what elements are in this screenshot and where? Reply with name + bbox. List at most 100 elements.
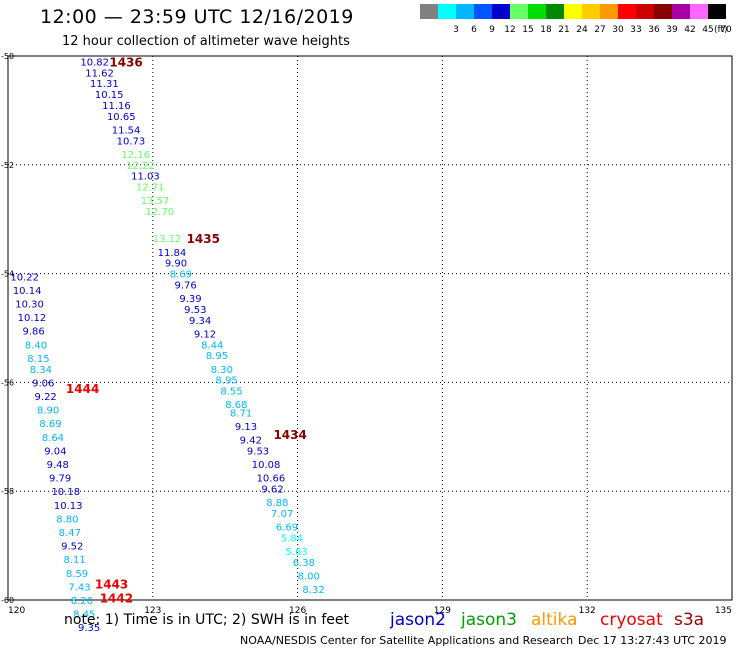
colorbar-swatch — [528, 4, 546, 19]
colorbar-tick-label: 36 — [648, 25, 660, 35]
colorbar-swatch — [438, 4, 456, 19]
swh-observation: 10.66 — [257, 474, 286, 485]
y-tick-label: -54 — [1, 270, 14, 279]
x-tick-label: 129 — [434, 606, 451, 616]
colorbar-swatch — [474, 4, 492, 19]
swh-observation: 8.80 — [56, 514, 78, 525]
swh-observation: 8.59 — [66, 569, 88, 580]
legend-jason3: jason3 — [461, 610, 517, 630]
swh-observation: 8.20 — [71, 596, 93, 607]
swh-observation: 8.34 — [30, 365, 52, 376]
swh-observation: 10.18 — [51, 487, 80, 498]
y-tick-label: -50 — [1, 52, 14, 61]
colorbar-unit: (ft) — [714, 25, 728, 35]
colorbar-tick-label: 24 — [576, 25, 588, 35]
swh-observation: 10.73 — [117, 136, 146, 147]
colorbar-tick-label: 45 — [702, 25, 713, 35]
swh-observation: 8.64 — [42, 433, 64, 444]
swh-observation: 7.43 — [68, 582, 90, 593]
swh-observation: 8.40 — [25, 340, 47, 351]
pass-label: 1442 — [100, 591, 133, 605]
pass-label: 1444 — [66, 382, 99, 396]
colorbar-tick-label: 30 — [612, 25, 624, 35]
swh-observation: 8.95 — [206, 351, 228, 362]
swh-observation: 10.12 — [18, 313, 47, 324]
swh-observation: 8.11 — [64, 555, 86, 566]
colorbar-tick-label: 42 — [684, 25, 695, 35]
swh-observation: 9.35 — [78, 623, 100, 634]
swh-observation: 10.15 — [95, 90, 124, 101]
swh-observation: 9.86 — [22, 327, 44, 338]
pass-label: 1435 — [187, 232, 220, 246]
swh-observation: 9.42 — [240, 436, 262, 447]
swh-observation: 8.68 — [225, 400, 247, 411]
x-tick-label: 135 — [715, 606, 732, 616]
swh-observation: 11.62 — [85, 68, 114, 79]
swh-observation: 10.30 — [15, 300, 44, 311]
swh-observation: 10.08 — [252, 460, 281, 471]
swh-observation: 11.03 — [131, 172, 160, 183]
swh-observation: 10.82 — [80, 57, 109, 68]
chart-title: 12:00 — 23:59 UTC 12/16/2019 — [40, 6, 354, 28]
colorbar-swatch — [582, 4, 600, 19]
legend-cryosat: cryosat — [600, 610, 663, 630]
x-tick-label: 126 — [289, 606, 306, 616]
x-tick-label: 120 — [8, 606, 25, 616]
footnote: note: 1) Time is in UTC; 2) SWH is in fe… — [64, 612, 350, 628]
colorbar-swatch — [492, 4, 510, 19]
colorbar-swatch — [708, 4, 726, 19]
pass-label: 1434 — [273, 428, 306, 442]
colorbar-tick-label: 12 — [504, 25, 515, 35]
swh-observation: 8.90 — [37, 406, 59, 417]
swh-observation: 9.62 — [261, 484, 283, 495]
colorbar-tick-label: 18 — [540, 25, 552, 35]
swh-observation: 8.15 — [27, 354, 49, 365]
colorbar-tick-label: 39 — [666, 25, 678, 35]
swh-observation: 11.54 — [112, 125, 141, 136]
swh-observation: 10.65 — [107, 112, 136, 123]
swh-observation: 9.04 — [44, 446, 66, 457]
swh-observation: 9.52 — [61, 542, 83, 553]
swh-observation: 11.31 — [90, 79, 119, 90]
swh-observation: 8.88 — [266, 498, 288, 509]
swh-observation: 8.69 — [39, 419, 61, 430]
swh-observation: 12.70 — [146, 207, 175, 218]
swh-observation: 5.63 — [286, 547, 308, 558]
colorbar-tick-label: 6 — [471, 25, 477, 35]
swh-observation: 5.84 — [281, 533, 303, 544]
swh-observation: 8.00 — [298, 572, 320, 583]
colorbar-tick-label: 3 — [453, 25, 459, 35]
colorbar-tick-label: 27 — [594, 25, 605, 35]
swh-observation: 10.22 — [10, 272, 39, 283]
y-tick-label: -56 — [1, 378, 14, 387]
colorbar-tick-label: 33 — [630, 25, 641, 35]
colorbar-swatch — [636, 4, 654, 19]
swh-observation: 8.44 — [201, 340, 223, 351]
swh-observation: 11.84 — [158, 248, 187, 259]
swh-observation: 8.47 — [59, 528, 81, 539]
swh-observation: 8.69 — [170, 270, 192, 281]
colorbar-swatch — [690, 4, 708, 19]
swh-observation: 9.12 — [194, 329, 216, 340]
swh-observation: 9.90 — [165, 259, 187, 270]
swh-observation: 6.38 — [293, 558, 315, 569]
legend-s3a: s3a — [674, 610, 705, 630]
colorbar-swatch — [546, 4, 564, 19]
credit-line: NOAA/NESDIS Center for Satellite Applica… — [240, 634, 574, 647]
colorbar-swatch — [654, 4, 672, 19]
y-tick-label: -52 — [1, 161, 14, 170]
swh-observation: 9.34 — [189, 316, 211, 327]
colorbar-swatch — [672, 4, 690, 19]
swh-observation: 8.95 — [216, 376, 238, 387]
pass-label: 1436 — [109, 55, 142, 69]
swh-observation: 8.45 — [73, 610, 95, 621]
colorbar-swatch — [618, 4, 636, 19]
colorbar-swatch — [420, 4, 438, 19]
y-tick-label: -58 — [1, 487, 14, 496]
swh-observation: 9.53 — [184, 305, 206, 316]
colorbar-swatch — [600, 4, 618, 19]
swh-observation: 8.32 — [302, 585, 324, 596]
swh-observation: 9.76 — [175, 280, 197, 291]
swh-observation: 9.39 — [179, 294, 201, 305]
